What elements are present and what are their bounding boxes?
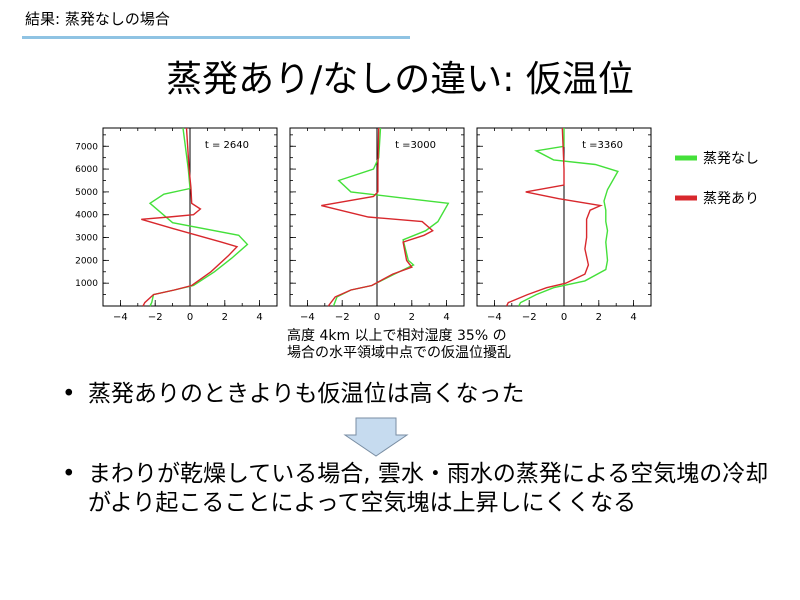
series-line-with-evaporation [141,127,239,307]
x-tick-label: −4 [113,312,128,323]
y-tick-label: 6000 [75,165,98,175]
bullet-marker: • [62,461,76,487]
caption-line-2: 場合の水平領域中点での仮温位擾乱 [287,345,511,361]
series-line-no-evaporation [518,128,619,307]
bullet-text: 蒸発ありのときよりも仮温位は高くなった [88,381,525,407]
y-tick-label: 7000 [75,142,98,152]
y-tick-label: 2000 [75,256,98,266]
bullet-text: まわりが乾燥している場合, 雲水・雨水の蒸発による空気塊の冷却がより起こることに… [88,461,769,516]
x-tick-label: 0 [187,312,193,323]
series-line-with-evaporation [321,127,434,307]
x-tick-label: 2 [409,312,415,323]
slide-header: 結果: 蒸発なしの場合 [25,10,170,28]
x-tick-label: 0 [374,312,380,323]
down-arrow-icon [343,417,409,457]
y-tick-label: 4000 [75,211,98,221]
x-tick-label: −2 [148,312,163,323]
bullet-item-1: • 蒸発ありのときよりも仮温位は高くなった [62,380,782,410]
bullet-item-2: • まわりが乾燥している場合, 雲水・雨水の蒸発による空気塊の冷却がより起こるこ… [62,460,782,550]
x-tick-label: 4 [630,312,636,323]
x-tick-label: 2 [596,312,602,323]
chart-panel-2: −4 −2 0 2 4 t =3000 [289,127,465,323]
caption-line-1: 高度 4km 以上で相対湿度 35% の [287,328,507,344]
x-tick-label: −4 [300,312,315,323]
chart-panel-1: −4 −2 0 2 4 1000 2000 3000 4000 5000 6000 7000 t = 2… [75,127,278,323]
y-tick-label: 1000 [75,279,98,289]
x-tick-label: −2 [335,312,350,323]
slide-title: 蒸発あり/なしの違い: 仮温位 [166,59,634,100]
series-line-no-evaporation [332,127,450,307]
series-line-with-evaporation [505,127,603,307]
x-tick-label: 0 [561,312,567,323]
legend-label: 蒸発あり [703,191,759,207]
x-tick-label: 4 [256,312,262,323]
chart-panels: −4 −2 0 2 4 1000 2000 3000 4000 5000 6000 7000 t = 2… [75,127,652,323]
chart-caption: 高度 4km 以上で相対湿度 35% の 場合の水平領域中点での仮温位擾乱 [287,328,511,362]
y-tick-label: 5000 [75,188,98,198]
x-tick-label: 2 [222,312,228,323]
bullet-marker: • [62,381,76,407]
chart-panel-3: −4 −2 0 2 4 t =3360 [476,127,652,323]
y-tick-label: 3000 [75,234,98,244]
legend-label: 蒸発なし [703,151,759,167]
x-tick-label: 4 [443,312,449,323]
panel-time-label: t =3000 [395,140,436,151]
header-underline [22,36,410,39]
panel-time-label: t = 2640 [205,140,249,151]
panel-time-label: t =3360 [582,140,623,151]
x-tick-label: −2 [522,312,537,323]
x-tick-label: −4 [487,312,502,323]
